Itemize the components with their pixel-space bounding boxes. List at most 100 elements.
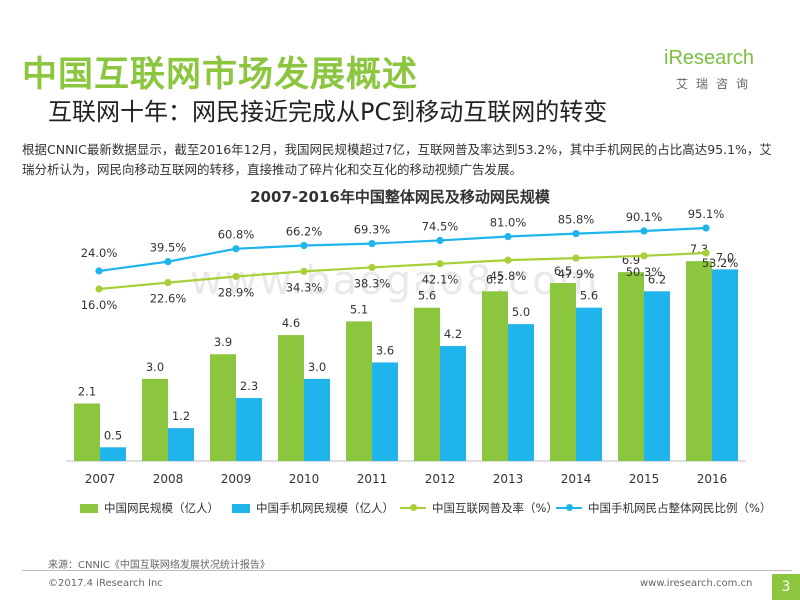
bar-netizens [278, 335, 304, 461]
point-penetration [702, 249, 710, 257]
x-tick-label: 2013 [493, 472, 524, 486]
logo-brand: iResearch [664, 47, 755, 69]
point-penetration [300, 267, 308, 275]
bar-netizens [482, 291, 508, 461]
bar-netizens [550, 283, 576, 461]
label-mobile-share: 95.1% [688, 207, 725, 221]
iresearch-logo: iResearch 艾瑞咨询 [664, 47, 774, 91]
point-penetration [504, 256, 512, 264]
logo-cn: 艾瑞咨询 [676, 77, 757, 91]
body-paragraph: 根据CNNIC最新数据显示，截至2016年12月，我国网民规模超过7亿，互联网普… [22, 142, 772, 177]
label-mobile-share: 74.5% [422, 219, 459, 233]
bar-netizens [618, 272, 644, 461]
label-mobile-share: 39.5% [150, 241, 187, 255]
point-mobile-share [436, 236, 444, 245]
bar-netizens [210, 354, 236, 461]
bar-netizens [74, 403, 100, 461]
bar-label-mobile-netizens: 6.2 [648, 272, 666, 286]
point-penetration [232, 272, 240, 281]
bar-mobile-netizens [644, 291, 670, 461]
label-mobile-share: 60.8% [218, 228, 255, 242]
legend-item-mobile-share: 中国手机网民占整体网民比例（%） [556, 500, 771, 516]
label-penetration: 42.1% [422, 273, 459, 287]
bar-label-mobile-netizens: 3.0 [308, 360, 326, 374]
bar-mobile-netizens [712, 269, 738, 461]
bar-mobile-netizens [576, 307, 602, 461]
label-mobile-share: 90.1% [626, 210, 663, 224]
label-penetration: 45.8% [490, 269, 527, 283]
x-tick-label: 2012 [425, 472, 456, 486]
chart-title: 2007-2016年中国整体网民及移动网民规模 [250, 188, 550, 206]
bar-netizens [686, 261, 712, 461]
point-penetration [164, 279, 172, 287]
bar-label-mobile-netizens: 3.6 [376, 343, 394, 357]
point-penetration [95, 285, 103, 293]
footer-divider [22, 570, 792, 571]
legend-item-penetration: 中国互联网普及率（%） [400, 500, 558, 516]
label-mobile-share: 85.8% [558, 213, 595, 227]
legend-line-mobile-share [556, 504, 582, 511]
label-mobile-share: 66.2% [286, 224, 323, 238]
legend-label-mobile-share: 中国手机网民占整体网民比例（%） [588, 501, 772, 515]
bar-label-mobile-netizens: 7.0 [716, 250, 734, 264]
label-penetration: 34.3% [286, 280, 323, 294]
bar-label-mobile-netizens: 0.5 [104, 428, 122, 442]
source-note: 来源：CNNIC《中国互联网络发展状况统计报告》 [48, 560, 270, 571]
x-tick-label: 2011 [357, 472, 388, 486]
bar-mobile-netizens [100, 447, 126, 461]
bar-mobile-netizens [440, 346, 466, 461]
point-mobile-share [164, 258, 172, 266]
point-mobile-share [95, 267, 103, 275]
bar-label-netizens: 3.9 [214, 335, 232, 349]
bar-label-netizens: 2.1 [78, 385, 96, 399]
bar-netizens [414, 307, 440, 461]
x-tick-label: 2007 [85, 472, 116, 486]
bar-label-netizens: 4.6 [282, 316, 300, 330]
point-mobile-share [572, 230, 580, 238]
bar-label-mobile-netizens: 4.2 [444, 327, 462, 341]
website-link[interactable]: www.iresearch.com.cn [640, 578, 753, 589]
bar-mobile-netizens [236, 398, 262, 461]
legend-label-netizens: 中国网民规模（亿人） [104, 501, 219, 515]
bar-label-mobile-netizens: 5.6 [580, 289, 598, 303]
point-penetration [640, 252, 648, 260]
point-penetration [436, 260, 444, 268]
point-mobile-share [702, 224, 710, 232]
legend-swatch-netizens [80, 503, 98, 513]
legend-label-penetration: 中国互联网普及率（%） [432, 501, 558, 515]
bar-mobile-netizens [508, 324, 534, 461]
x-tick-label: 2014 [561, 472, 592, 486]
bar-label-netizens: 6.5 [554, 264, 572, 278]
bar-netizens [142, 378, 168, 461]
bar-mobile-netizens [168, 428, 194, 461]
page-number: 3 [772, 574, 800, 600]
point-mobile-share [368, 240, 376, 248]
label-mobile-share: 81.0% [490, 216, 527, 230]
legend-swatch-mobile [232, 503, 250, 513]
page-subtitle: 互联网十年：网民接近完成从PC到移动互联网的转变 [48, 98, 608, 126]
bar-label-netizens: 3.0 [146, 360, 164, 374]
bar-mobile-netizens [372, 362, 398, 461]
bar-label-netizens: 5.1 [350, 302, 368, 316]
bar-label-mobile-netizens: 2.3 [240, 379, 258, 393]
x-tick-label: 2016 [697, 472, 728, 486]
point-penetration [368, 263, 376, 272]
x-tick-label: 2010 [289, 472, 320, 486]
point-mobile-share [640, 227, 648, 235]
label-penetration: 38.3% [354, 276, 391, 290]
page-title: 中国互联网市场发展概述 [22, 55, 419, 95]
legend-item-netizens: 中国网民规模（亿人） [80, 500, 219, 516]
bar-mobile-netizens [304, 378, 330, 461]
bar-netizens [346, 321, 372, 461]
label-penetration: 28.9% [218, 286, 255, 300]
label-penetration: 53.2% [702, 256, 739, 270]
label-penetration: 50.3% [626, 265, 663, 279]
line-mobile-share [98, 226, 707, 273]
copyright: ©2017.4 iResearch Inc [48, 578, 163, 589]
point-penetration [572, 254, 580, 262]
line-penetration [98, 251, 707, 291]
point-mobile-share [232, 245, 240, 253]
legend-label-mobile: 中国手机网民规模（亿人） [256, 501, 394, 515]
x-tick-label: 2009 [221, 472, 252, 486]
legend-item-mobile: 中国手机网民规模（亿人） [232, 500, 394, 516]
